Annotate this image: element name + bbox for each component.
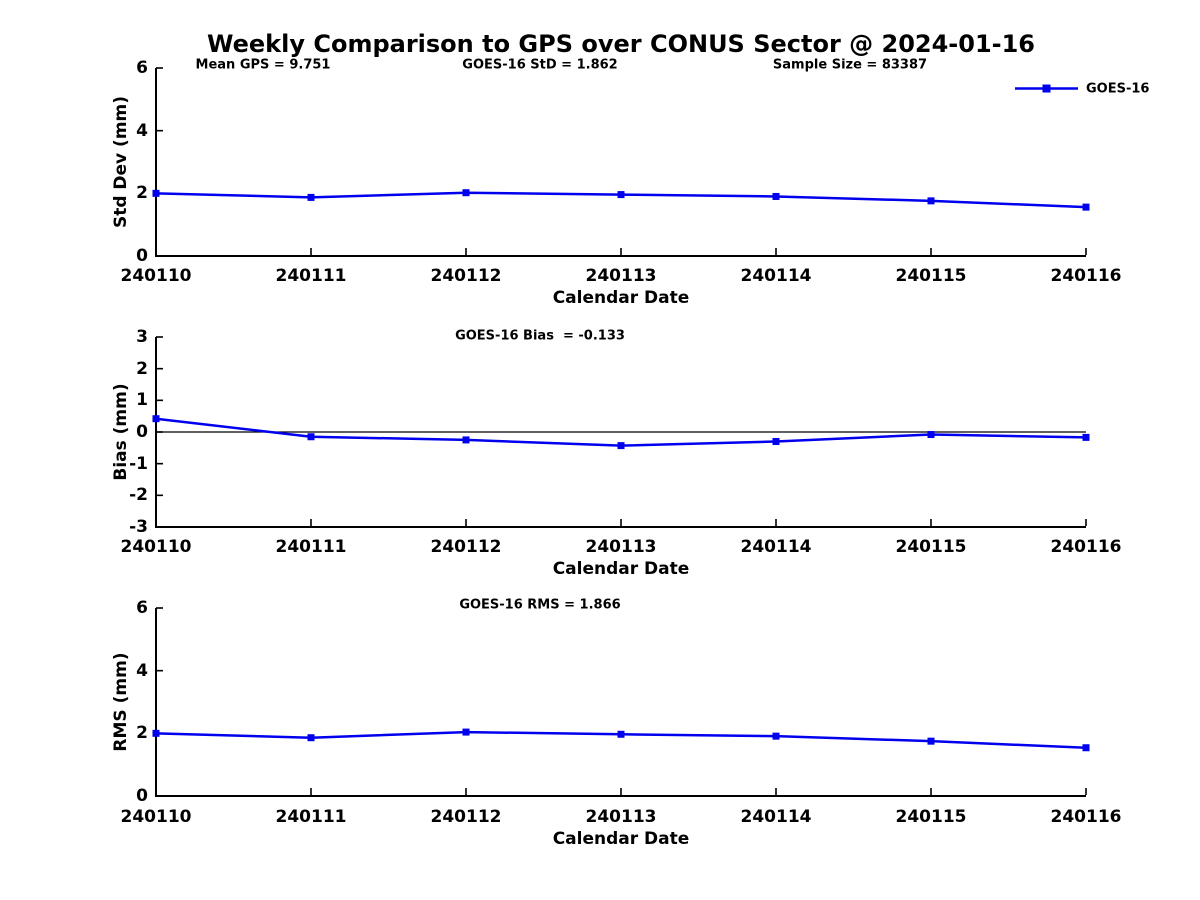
y-tick-label-bias: -1: [129, 453, 148, 474]
data-point-marker-std-dev: [462, 189, 470, 197]
data-point-marker-std-dev: [617, 191, 625, 199]
figure-title: Weekly Comparison to GPS over CONUS Sect…: [206, 30, 1036, 58]
data-point-marker-std-dev: [927, 197, 935, 205]
y-tick-label-rms: 0: [136, 786, 148, 806]
x-tick-label-rms: 240115: [895, 807, 967, 827]
annotation-sample-size: Sample Size = 83387: [772, 57, 928, 73]
xlabel-subplot1: Calendar Date: [552, 288, 690, 308]
y-tick-label-bias: 3: [136, 327, 148, 347]
x-tick-label-bias: 240113: [585, 537, 657, 557]
legend-marker-sample: [1042, 84, 1051, 93]
y-tick-label-bias: 2: [136, 358, 148, 379]
x-tick-label-bias: 240112: [430, 537, 502, 557]
x-tick-label-std-dev: 240110: [120, 266, 192, 286]
x-tick-label-bias: 240115: [895, 537, 967, 557]
y-tick-label-rms: 4: [136, 660, 148, 681]
data-point-marker-std-dev: [1082, 203, 1090, 211]
y-tick-label-rms: 2: [136, 723, 148, 744]
data-point-marker-bias: [617, 442, 625, 450]
data-point-marker-bias: [927, 431, 935, 439]
x-tick-label-rms: 240112: [430, 807, 502, 827]
x-tick-label-bias: 240110: [120, 537, 192, 557]
subplot-bias-title: GOES-16 Bias = -0.133: [455, 328, 625, 344]
xlabel-subplot2: Calendar Date: [552, 559, 690, 579]
annotation-mean-gps: Mean GPS = 9.751: [195, 57, 331, 73]
x-tick-label-std-dev: 240113: [585, 266, 657, 286]
x-tick-label-bias: 240111: [275, 537, 347, 557]
x-tick-label-bias: 240116: [1050, 537, 1122, 557]
data-point-marker-bias: [772, 438, 780, 445]
data-point-marker-std-dev: [152, 189, 160, 197]
x-tick-label-rms: 240111: [275, 807, 347, 827]
axes-spines-rms: [155, 608, 1086, 797]
y-tick-label-bias: 1: [136, 390, 148, 411]
y-tick-label-std-dev: 2: [136, 183, 148, 204]
data-point-marker-std-dev: [772, 192, 780, 200]
data-point-marker-std-dev: [307, 193, 315, 201]
x-tick-label-rms: 240114: [740, 807, 812, 827]
data-point-marker-rms: [462, 728, 470, 736]
data-point-marker-bias: [1082, 433, 1090, 441]
x-tick-label-std-dev: 240115: [895, 266, 967, 286]
x-tick-label-bias: 240114: [740, 537, 812, 557]
legend-label: GOES-16: [1086, 81, 1150, 97]
x-tick-label-rms: 240110: [120, 807, 192, 827]
x-tick-label-std-dev: 240116: [1050, 266, 1122, 286]
subplot-rms-title: GOES-16 RMS = 1.866: [459, 597, 621, 613]
annotation-goes16-std: GOES-16 StD = 1.862: [462, 57, 618, 73]
data-point-marker-rms: [1082, 744, 1090, 752]
y-tick-label-std-dev: 0: [136, 246, 148, 266]
data-point-marker-rms: [307, 734, 315, 742]
y-tick-label-bias: -3: [129, 517, 148, 537]
data-point-marker-rms: [772, 732, 780, 740]
axes-spines-std-dev: [155, 68, 1086, 257]
x-tick-label-rms: 240116: [1050, 807, 1122, 827]
data-point-marker-bias: [307, 433, 315, 441]
xlabel-subplot3: Calendar Date: [552, 829, 690, 849]
data-point-marker-bias: [152, 415, 160, 423]
ylabel-std-dev: Std Dev (mm): [111, 95, 131, 229]
data-point-marker-rms: [152, 729, 160, 737]
y-tick-label-std-dev: 4: [136, 120, 148, 141]
y-tick-label-bias: -2: [129, 485, 148, 506]
x-tick-label-std-dev: 240112: [430, 266, 502, 286]
data-point-marker-bias: [462, 436, 470, 444]
data-point-marker-rms: [927, 737, 935, 745]
x-tick-label-std-dev: 240114: [740, 266, 812, 286]
y-tick-label-rms: 6: [136, 598, 148, 618]
x-tick-label-std-dev: 240111: [275, 266, 347, 286]
data-point-marker-rms: [617, 730, 625, 738]
y-tick-label-bias: 0: [136, 422, 148, 442]
x-tick-label-rms: 240113: [585, 807, 657, 827]
y-tick-label-std-dev: 6: [136, 58, 148, 78]
